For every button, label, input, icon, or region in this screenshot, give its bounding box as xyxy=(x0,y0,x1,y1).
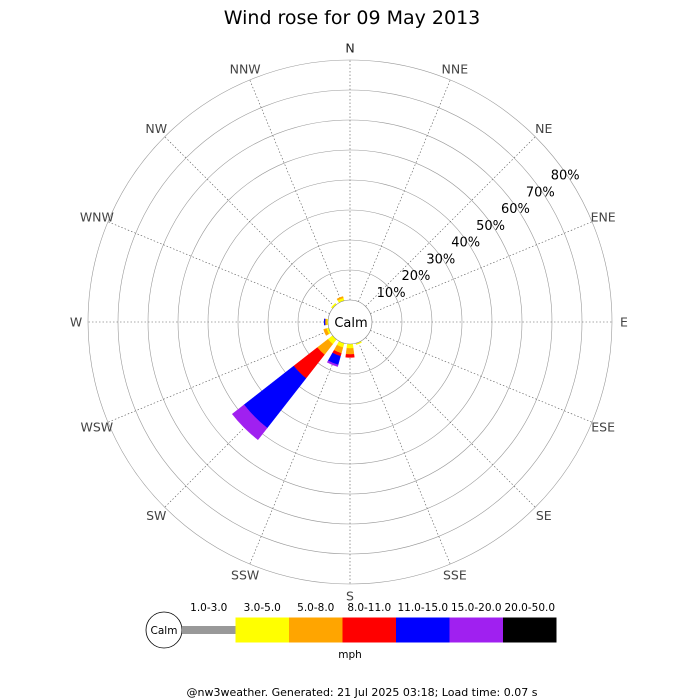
spoke-wnw xyxy=(107,221,330,314)
bar-nnw-5.0-8.0 xyxy=(336,296,344,301)
direction-label-sw: SW xyxy=(146,508,166,523)
grid-ring xyxy=(177,149,523,495)
ring-label-10: 10% xyxy=(377,286,406,301)
legend-label-15.0-20.0: 15.0-20.0 xyxy=(451,602,502,614)
ring-label-60: 60% xyxy=(501,202,530,217)
direction-label-wsw: WSW xyxy=(81,419,114,434)
grid-ring xyxy=(297,269,403,375)
spoke-ssw xyxy=(249,342,342,565)
legend-label-8.0-11.0: 8.0-11.0 xyxy=(347,602,391,614)
chart-title: Wind rose for 09 May 2013 xyxy=(224,7,481,29)
direction-label-s: S xyxy=(346,589,354,604)
spoke-nw xyxy=(164,136,335,307)
grid-ring xyxy=(87,59,613,585)
direction-label-wnw: WNW xyxy=(80,210,114,225)
spoke-ene xyxy=(370,221,593,314)
legend-units: mph xyxy=(338,649,362,661)
direction-label-nnw: NNW xyxy=(230,61,261,76)
direction-label-se: SE xyxy=(536,508,552,523)
direction-label-n: N xyxy=(345,41,354,56)
direction-label-nw: NW xyxy=(145,121,167,136)
legend-calm-label: Calm xyxy=(151,625,178,637)
direction-labels: N NNE NE ENE E ESE SE SSE S SSW SW WSW W WNW NW NNW xyxy=(70,41,628,604)
legend-swatch-5.0-8.0 xyxy=(289,617,343,643)
legend-swatch-11.0-15.0 xyxy=(396,617,450,643)
bar-s-5.0-8.0 xyxy=(345,348,355,355)
direction-label-sse: SSE xyxy=(443,568,467,583)
bar-sw-15.0-20.0 xyxy=(231,404,268,441)
legend-label-20.0-50.0: 20.0-50.0 xyxy=(504,602,555,614)
calm-label: Calm xyxy=(334,316,367,331)
legend-swatch-15.0-20.0 xyxy=(449,617,503,643)
wind-bars xyxy=(231,296,362,441)
ring-percent-labels: 10% 20% 30%40% 50% 60% 70% 80% xyxy=(377,168,580,300)
grid-ring xyxy=(237,209,463,435)
bar-wsw-5.0-8.0 xyxy=(323,328,330,336)
direction-spokes xyxy=(88,60,612,584)
legend-swatch-1.0-3.0 xyxy=(182,626,236,634)
direction-label-nne: NNE xyxy=(442,61,469,76)
legend-swatch-20.0-50.0 xyxy=(503,617,557,643)
legend-swatch-3.0-5.0 xyxy=(235,617,289,643)
spoke-ese xyxy=(370,330,593,423)
direction-label-w: W xyxy=(70,315,82,330)
footer-text: @nw3weather. Generated: 21 Jul 2025 03:1… xyxy=(187,686,538,699)
ring-label-70: 70% xyxy=(526,185,555,200)
direction-label-ne: NE xyxy=(535,121,552,136)
legend-label-5.0-8.0: 5.0-8.0 xyxy=(297,602,334,614)
ring-label-80: 80% xyxy=(551,168,580,183)
ring-label-50: 50% xyxy=(476,219,505,234)
bar-w-11.0-15.0 xyxy=(323,318,326,326)
spoke-ne xyxy=(365,136,536,307)
bar-ssw-15.0-20.0 xyxy=(326,360,339,367)
bar-s-8.0-11.0 xyxy=(345,354,355,358)
bar-s-3.0-5.0 xyxy=(346,343,354,349)
legend-label-11.0-15.0: 11.0-15.0 xyxy=(397,602,448,614)
ring-label-30: 30% xyxy=(426,252,455,267)
direction-label-ene: ENE xyxy=(591,210,616,225)
legend-label-1.0-3.0: 1.0-3.0 xyxy=(190,602,227,614)
spoke-sse xyxy=(358,342,451,565)
direction-label-ese: ESE xyxy=(591,419,615,434)
calm-center: Calm xyxy=(327,299,373,345)
legend-label-3.0-5.0: 3.0-5.0 xyxy=(244,602,281,614)
spoke-nnw xyxy=(249,79,342,302)
spoke-se xyxy=(365,337,536,508)
legend-swatch-8.0-11.0 xyxy=(342,617,396,643)
direction-label-e: E xyxy=(620,315,628,330)
spoke-nne xyxy=(358,79,451,302)
direction-label-ssw: SSW xyxy=(231,568,259,583)
speed-legend: Calm 1.0-3.0 3.0-5.0 5.0-8.0 8.0-11.0 11.0-1… xyxy=(145,602,557,649)
ring-label-40: 40% xyxy=(451,236,480,251)
spoke-wsw xyxy=(107,330,330,423)
ring-label-20: 20% xyxy=(402,269,431,284)
